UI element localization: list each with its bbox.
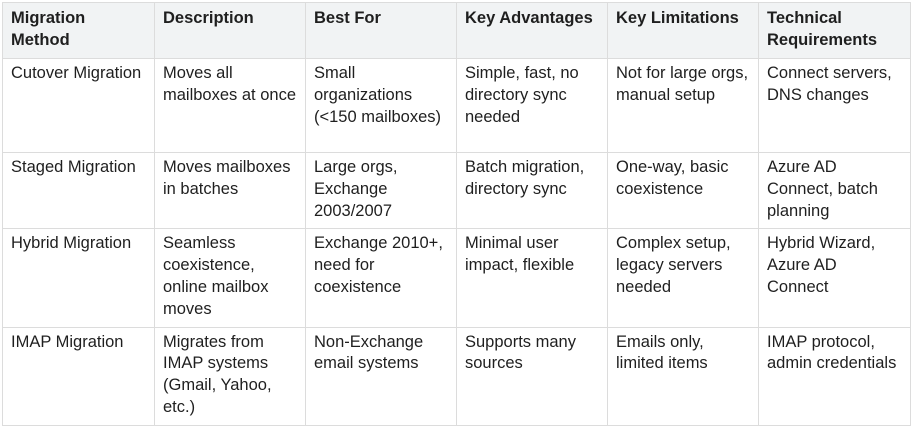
cell-key-advantages: Batch migration, directory sync — [456, 151, 608, 230]
cell-migration-method: IMAP Migration — [2, 326, 155, 426]
cell-key-limitations: Not for large orgs, manual setup — [607, 58, 759, 153]
cell-key-limitations: Emails only, limited items — [607, 326, 759, 426]
cell-best-for: Non-Exchange email systems — [305, 326, 457, 426]
cell-description: Seamless coexistence, online mailbox mov… — [154, 228, 306, 328]
cell-best-for: Large orgs, Exchange 2003/2007 — [305, 151, 457, 230]
cell-best-for: Exchange 2010+, need for coexistence — [305, 228, 457, 328]
cell-technical-requirements: Azure AD Connect, batch planning — [758, 151, 911, 230]
cell-description: Moves all mailboxes at once — [154, 58, 306, 153]
header-best-for: Best For — [305, 2, 457, 59]
cell-best-for: Small organizations (<150 mailboxes) — [305, 58, 457, 153]
cell-key-advantages: Simple, fast, no directory sync needed — [456, 58, 608, 153]
cell-technical-requirements: Connect servers, DNS changes — [758, 58, 911, 153]
cell-key-limitations: Complex setup, legacy servers needed — [607, 228, 759, 328]
cell-technical-requirements: Hybrid Wizard, Azure AD Connect — [758, 228, 911, 328]
cell-technical-requirements: IMAP protocol, admin credentials — [758, 326, 911, 426]
table-header-row: Migration Method Description Best For Ke… — [2, 2, 911, 59]
header-technical-requirements: Technical Requirements — [758, 2, 911, 59]
cell-key-limitations: One-way, basic coexistence — [607, 151, 759, 230]
header-description: Description — [154, 2, 306, 59]
table-row: Hybrid Migration Seamless coexistence, o… — [2, 228, 911, 328]
cell-key-advantages: Supports many sources — [456, 326, 608, 426]
header-migration-method: Migration Method — [2, 2, 155, 59]
cell-migration-method: Cutover Migration — [2, 58, 155, 153]
table-row: Cutover Migration Moves all mailboxes at… — [2, 58, 911, 153]
table-row: IMAP Migration Migrates from IMAP system… — [2, 326, 911, 426]
header-key-advantages: Key Advantages — [456, 2, 608, 59]
cell-key-advantages: Minimal user impact, flexible — [456, 228, 608, 328]
cell-description: Migrates from IMAP systems (Gmail, Yahoo… — [154, 326, 306, 426]
table-row: Staged Migration Moves mailboxes in batc… — [2, 151, 911, 230]
cell-migration-method: Staged Migration — [2, 151, 155, 230]
cell-migration-method: Hybrid Migration — [2, 228, 155, 328]
header-key-limitations: Key Limitations — [607, 2, 759, 59]
cell-description: Moves mailboxes in batches — [154, 151, 306, 230]
